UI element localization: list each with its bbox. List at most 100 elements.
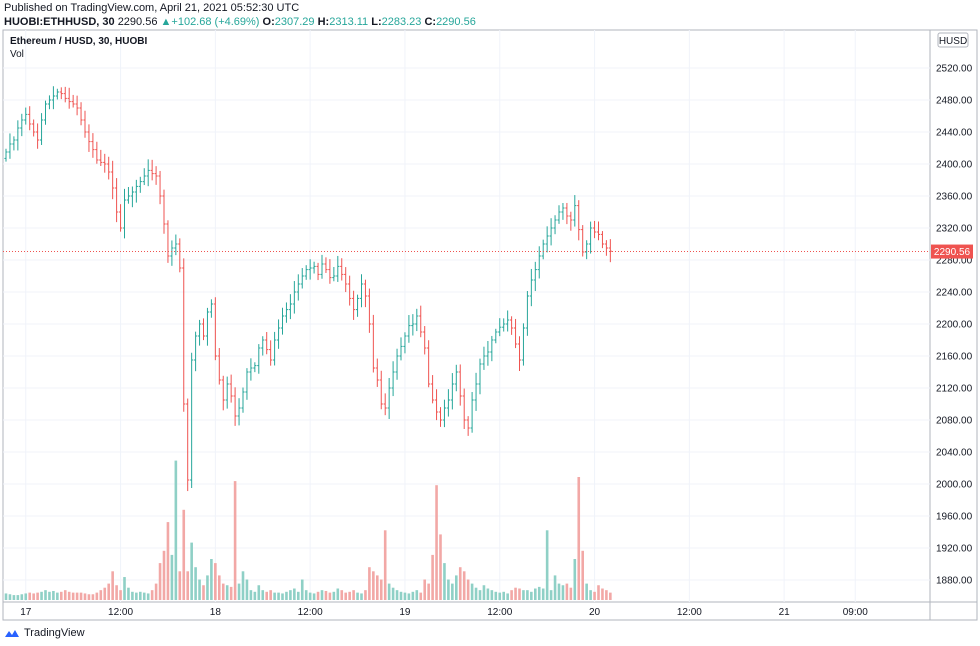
- ohlc-bar: [332, 267, 336, 282]
- ohlc-bar: [32, 119, 36, 137]
- volume-bar: [206, 575, 209, 600]
- volume-bar: [522, 590, 525, 600]
- ohlc-bar: [115, 178, 119, 223]
- high-value: 2313.11: [329, 16, 369, 28]
- volume-bar: [261, 590, 265, 600]
- ohlc-bar: [158, 170, 162, 205]
- ohlc-bar: [340, 258, 344, 281]
- volume-bar: [99, 590, 103, 600]
- ohlc-bar: [174, 234, 178, 256]
- volume-bar: [158, 563, 162, 600]
- ohlc-bar: [229, 374, 233, 403]
- ohlc-bar: [237, 398, 241, 426]
- volume-bar: [8, 594, 12, 600]
- volume-bar: [368, 567, 371, 600]
- ohlc-bar: [87, 124, 91, 152]
- ohlc-bar: [403, 332, 407, 354]
- time-tick-label: 12:00: [108, 607, 133, 618]
- price-tick-label: 2200.00: [936, 320, 973, 331]
- volume-bar: [190, 542, 193, 600]
- ohlc-bar: [557, 205, 561, 224]
- ohlc-bar: [545, 226, 549, 253]
- volume-bar: [387, 583, 391, 600]
- volume-bar: [20, 594, 24, 600]
- open-value: 2307.29: [274, 16, 315, 28]
- time-tick-label: 12:00: [487, 607, 512, 618]
- ohlc-bar: [608, 239, 612, 263]
- volume-bar: [455, 575, 458, 600]
- volume-bar: [218, 575, 221, 600]
- volume-bar: [510, 590, 513, 600]
- volume-bar: [182, 509, 186, 600]
- ohlc-bar: [122, 188, 127, 239]
- volume-bar: [28, 592, 31, 600]
- ohlc-bar: [324, 257, 328, 273]
- ohlc-bar: [407, 315, 411, 343]
- volume-bar: [439, 534, 442, 600]
- time-tick-label: 09:00: [843, 607, 868, 618]
- volume-bar: [407, 593, 411, 600]
- ohlc-bar: [197, 319, 202, 346]
- ohlc-bar: [391, 361, 395, 397]
- ohlc-bar: [91, 133, 95, 158]
- volume-bar: [63, 590, 67, 600]
- volume-bar: [265, 591, 268, 600]
- volume-bar: [352, 590, 355, 600]
- volume-bar: [364, 590, 367, 600]
- ohlc-bar: [36, 123, 40, 149]
- volume-bar: [289, 590, 292, 600]
- price-tick-label: 1880.00: [936, 576, 973, 587]
- ohlc-bar: [304, 265, 308, 280]
- ohlc-bar: [431, 375, 435, 404]
- volume-bar: [458, 567, 462, 600]
- ohlc-bar: [450, 373, 454, 410]
- ohlc-bar: [269, 340, 273, 366]
- ohlc-bar: [506, 310, 510, 332]
- ohlc-bar: [355, 294, 360, 317]
- ohlc-bar: [498, 318, 502, 337]
- price-tick-label: 2160.00: [936, 352, 973, 363]
- ohlc-bar: [434, 389, 439, 421]
- ohlc-bar: [257, 344, 261, 374]
- volume-bar: [399, 591, 403, 600]
- ohlc-bar: [585, 240, 589, 260]
- price-tick-label: 1920.00: [936, 544, 973, 555]
- volume-bar: [107, 583, 110, 600]
- volume-bar: [253, 591, 257, 600]
- price-tick-label: 2400.00: [936, 160, 973, 171]
- ohlc-bar: [533, 261, 537, 292]
- volume-bar: [300, 579, 304, 600]
- time-tick-label: 12:00: [677, 607, 702, 618]
- volume-bar: [202, 585, 205, 600]
- volume-bar: [593, 591, 596, 600]
- volume-bar: [518, 588, 521, 600]
- ohlc-bar: [20, 113, 24, 137]
- up-arrow-icon: ▲: [160, 16, 172, 28]
- volume-bar: [530, 591, 533, 600]
- ohlc-bars: [4, 86, 612, 492]
- ohlc-bar: [99, 149, 103, 166]
- ohlc-bar: [265, 332, 269, 355]
- ohlc-bar: [241, 387, 245, 413]
- price-tick-label: 2440.00: [936, 128, 973, 139]
- price-tick-label: 2000.00: [936, 480, 973, 491]
- ohlc-bar: [589, 221, 593, 254]
- ohlc-bar: [284, 302, 289, 323]
- volume-bar: [221, 583, 225, 600]
- volume-bar: [348, 591, 351, 600]
- volume-bar: [40, 591, 43, 600]
- ohlc-bar: [399, 337, 403, 361]
- price-tick-label: 2120.00: [936, 384, 973, 395]
- volume-bar: [415, 590, 419, 600]
- footer-brand[interactable]: TradingView: [4, 627, 85, 639]
- ohlc-bar: [245, 368, 249, 400]
- ohlc-bar: [162, 189, 166, 234]
- ohlc-bar: [363, 279, 368, 308]
- currency-badge: HUSD: [937, 32, 969, 48]
- volume-bar: [186, 571, 189, 600]
- ohlc-bar: [352, 290, 356, 320]
- volume-bar: [494, 591, 498, 600]
- ohlc-bar: [348, 275, 352, 306]
- volume-bar: [281, 593, 284, 600]
